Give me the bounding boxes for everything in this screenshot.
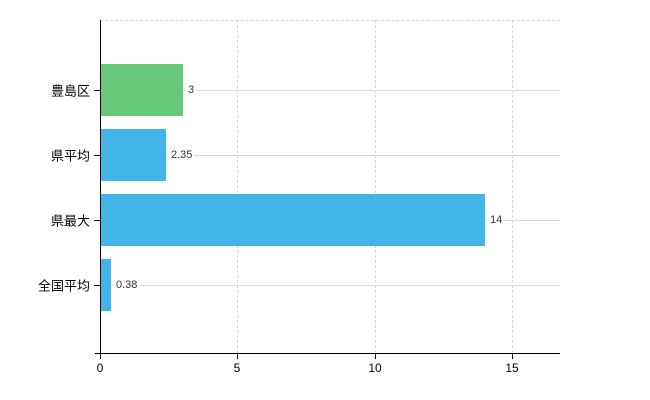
plot-top-border bbox=[100, 20, 560, 21]
bar-value-label: 14 bbox=[487, 214, 505, 226]
x-axis-line bbox=[95, 353, 560, 354]
row-gridline bbox=[101, 155, 560, 156]
vertical-gridline bbox=[375, 20, 376, 353]
y-axis-line bbox=[100, 20, 101, 353]
bar bbox=[101, 259, 111, 311]
vertical-gridline bbox=[512, 20, 513, 353]
bar bbox=[101, 129, 166, 181]
row-gridline bbox=[101, 285, 560, 286]
y-axis-tick bbox=[94, 90, 100, 91]
bar-value-label: 2.35 bbox=[168, 149, 195, 161]
x-axis-tick bbox=[512, 353, 513, 359]
bar-value-label: 0.38 bbox=[113, 279, 140, 291]
y-axis-tick bbox=[94, 155, 100, 156]
bar bbox=[101, 64, 183, 116]
vertical-gridline bbox=[237, 20, 238, 353]
category-label: 県平均 bbox=[50, 148, 90, 164]
y-axis-tick bbox=[94, 285, 100, 286]
x-axis-tick-label: 10 bbox=[368, 361, 382, 375]
x-axis-tick bbox=[100, 353, 101, 359]
x-axis-tick-label: 15 bbox=[505, 361, 519, 375]
y-axis-tick bbox=[94, 220, 100, 221]
x-axis-tick bbox=[375, 353, 376, 359]
x-axis-tick bbox=[237, 353, 238, 359]
bar-value-label: 3 bbox=[185, 84, 197, 96]
category-label: 県最大 bbox=[50, 213, 90, 229]
category-label: 豊島区 bbox=[50, 83, 90, 99]
category-label: 全国平均 bbox=[37, 278, 90, 294]
plot-area: 3 2.35 14 0.38 bbox=[100, 20, 560, 353]
x-axis-tick-label: 0 bbox=[96, 361, 104, 375]
x-axis-tick-label: 5 bbox=[233, 361, 241, 375]
row-gridline bbox=[101, 90, 560, 91]
bar bbox=[101, 194, 485, 246]
